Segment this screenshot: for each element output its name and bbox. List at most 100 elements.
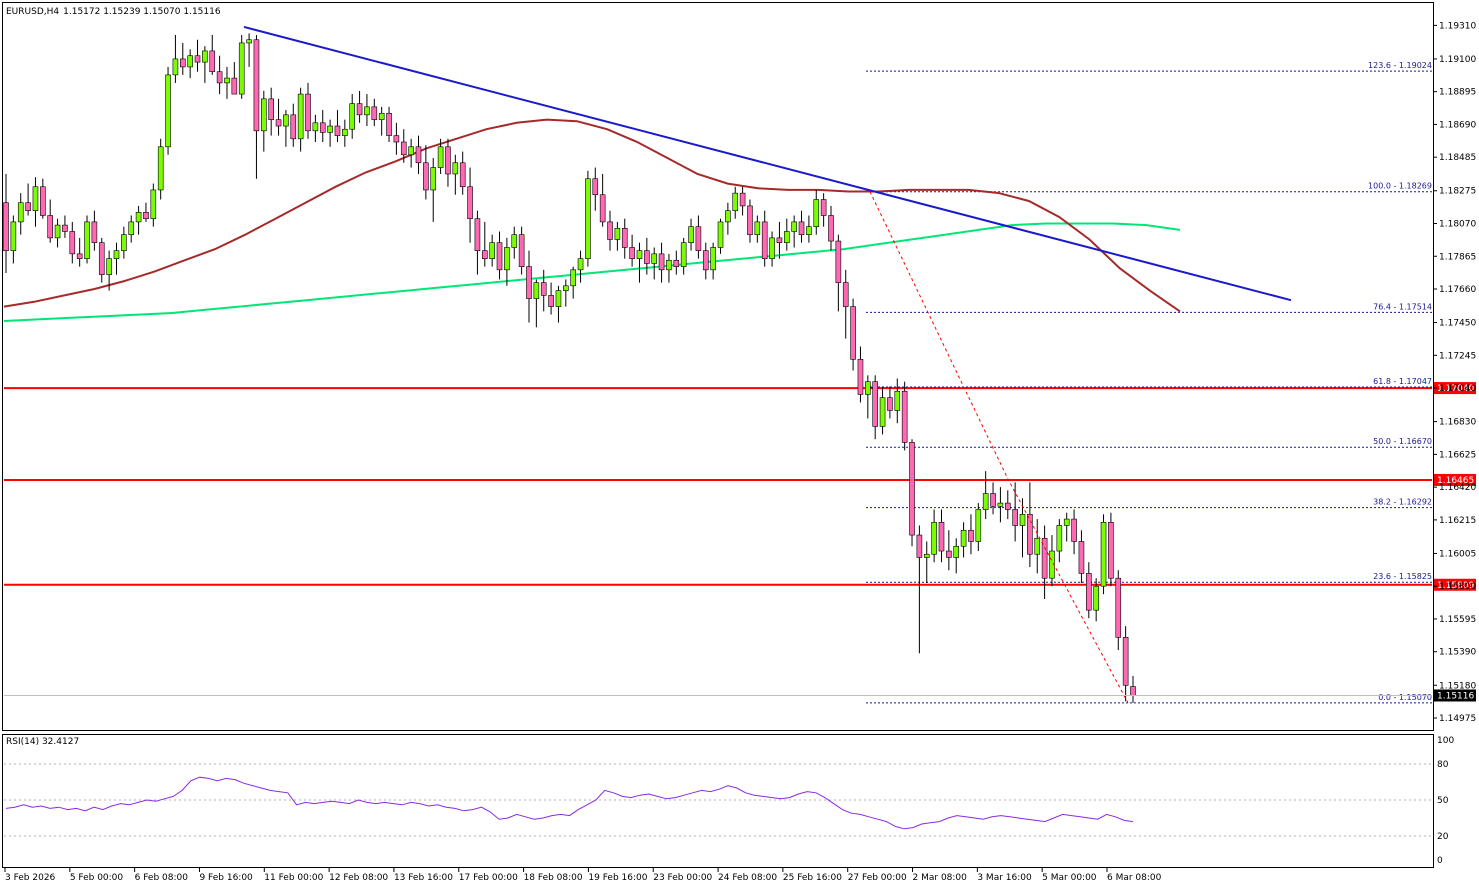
candle-bear bbox=[3, 202, 9, 251]
price-tick-label: 1.16830 bbox=[1439, 418, 1476, 428]
candle-bull bbox=[1100, 521, 1107, 587]
candle-bear bbox=[1041, 537, 1048, 579]
candle-bear bbox=[990, 493, 996, 507]
candle-bear bbox=[776, 237, 783, 243]
current-price-box bbox=[1434, 689, 1476, 702]
candle-bear bbox=[1115, 577, 1122, 638]
price-tick-label: 1.15390 bbox=[1439, 648, 1476, 658]
candle-bull bbox=[1019, 513, 1026, 526]
candle-bull bbox=[732, 192, 739, 212]
candle-bear bbox=[334, 125, 341, 136]
fib-label: 123.6 - 1.19024 bbox=[1368, 61, 1432, 70]
candle-bear bbox=[798, 221, 805, 235]
candle-bear bbox=[621, 227, 628, 248]
time-axis: 3 Feb 2026 5 Feb 00:00 6 Feb 08:00 9 Feb 16… bbox=[4, 868, 1162, 883]
candle-bull bbox=[570, 269, 576, 287]
fib-label: 0.0 - 1.15070 bbox=[1378, 693, 1432, 702]
candle-bull bbox=[17, 202, 24, 223]
candle-bull bbox=[563, 285, 569, 291]
candle-bull bbox=[879, 397, 886, 427]
candle-bear bbox=[62, 224, 68, 232]
candle-bear bbox=[179, 58, 186, 68]
candle-bear bbox=[209, 50, 216, 73]
candle-bear bbox=[356, 103, 363, 116]
candle-bull bbox=[489, 242, 495, 259]
candle-bear bbox=[673, 259, 680, 267]
level-price-box bbox=[1434, 473, 1476, 486]
candle-bull bbox=[157, 146, 164, 191]
candle-bear bbox=[231, 77, 238, 95]
fib-label: 76.4 - 1.17514 bbox=[1373, 302, 1432, 311]
candle-bull bbox=[975, 509, 982, 542]
candle-bull bbox=[997, 502, 1004, 507]
candle-bear bbox=[629, 247, 635, 259]
horizontal-levels: 1.17040 1.16465 1.15809 bbox=[4, 382, 1476, 591]
price-tick-label: 1.18485 bbox=[1439, 153, 1476, 163]
price-tick-label: 1.17450 bbox=[1439, 319, 1476, 329]
candle-bull bbox=[378, 112, 385, 120]
candle-bear bbox=[393, 135, 400, 143]
candle-bear bbox=[481, 250, 488, 259]
candle-bull bbox=[150, 189, 157, 220]
rsi-label: RSI(14) 32.4127 bbox=[6, 737, 79, 747]
candle-bear bbox=[1004, 502, 1011, 510]
price-tick-label: 1.18690 bbox=[1439, 120, 1476, 130]
candle-bear bbox=[91, 221, 98, 243]
time-tick-label: 19 Feb 16:00 bbox=[588, 873, 647, 883]
candle-bear bbox=[371, 106, 378, 120]
candle-bull bbox=[806, 226, 812, 235]
candle-bull bbox=[1063, 518, 1070, 526]
price-tick-label: 1.17660 bbox=[1439, 285, 1476, 295]
candle-bear bbox=[599, 194, 606, 223]
candle-bear bbox=[40, 186, 46, 216]
candle-bear bbox=[518, 234, 525, 267]
candle-bull bbox=[710, 247, 716, 271]
candle-bull bbox=[894, 390, 901, 411]
time-tick-label: 5 Feb 00:00 bbox=[70, 873, 124, 883]
level-price-label: 1.17040 bbox=[1437, 384, 1474, 394]
rsi-indicator: 100 80 50 20 0 bbox=[4, 736, 1454, 866]
candle-bear bbox=[1130, 686, 1136, 696]
trend-lines bbox=[4, 25, 1432, 704]
candle-bear bbox=[445, 146, 451, 175]
candle-bear bbox=[658, 253, 665, 271]
candle-bear bbox=[857, 359, 864, 395]
candle-bull bbox=[688, 226, 694, 243]
candle-bear bbox=[526, 266, 532, 299]
candle-bear bbox=[1012, 509, 1018, 526]
price-tick-label: 1.17865 bbox=[1439, 252, 1476, 262]
candle-bull bbox=[430, 167, 437, 191]
rsi-scale-label: 80 bbox=[1437, 760, 1449, 770]
candle-bull bbox=[865, 381, 871, 395]
candle-bull bbox=[725, 210, 731, 223]
candle-bear bbox=[467, 186, 473, 220]
current-price-label: 1.15116 bbox=[1437, 691, 1474, 701]
price-tick-label: 1.16005 bbox=[1439, 549, 1476, 559]
fibonacci-levels: 123.6 - 1.19024 100.0 - 1.18269 76.4 - 1.1… bbox=[866, 61, 1432, 704]
candle-bear bbox=[216, 71, 223, 84]
price-tick-label: 1.17245 bbox=[1439, 351, 1476, 361]
candle-bull bbox=[769, 237, 775, 259]
time-tick-label: 2 Mar 08:00 bbox=[913, 873, 968, 883]
candle-bull bbox=[783, 231, 790, 243]
candle-bull bbox=[1093, 585, 1099, 611]
price-tick-label: 1.19100 bbox=[1439, 55, 1476, 65]
rsi-scale-label: 50 bbox=[1437, 796, 1449, 806]
level-price-box bbox=[1434, 382, 1476, 395]
candle-bear bbox=[496, 242, 503, 271]
time-tick-label: 12 Feb 08:00 bbox=[329, 873, 388, 883]
time-tick-label: 23 Feb 00:00 bbox=[653, 873, 712, 883]
candle-bull bbox=[342, 128, 348, 136]
candle-bear bbox=[835, 240, 842, 283]
candle-bear bbox=[901, 390, 908, 443]
candle-bull bbox=[504, 247, 510, 271]
candle-bear bbox=[25, 202, 31, 212]
price-axis: 1.19310 1.19100 1.18895 1.18690 1.18485 1.182… bbox=[1433, 21, 1476, 724]
candle-bear bbox=[820, 199, 827, 216]
candle-bear bbox=[828, 215, 834, 242]
candle-bull bbox=[680, 242, 687, 267]
candle-bull bbox=[349, 103, 356, 130]
candle-bear bbox=[1078, 541, 1085, 574]
candle-bull bbox=[717, 221, 724, 248]
